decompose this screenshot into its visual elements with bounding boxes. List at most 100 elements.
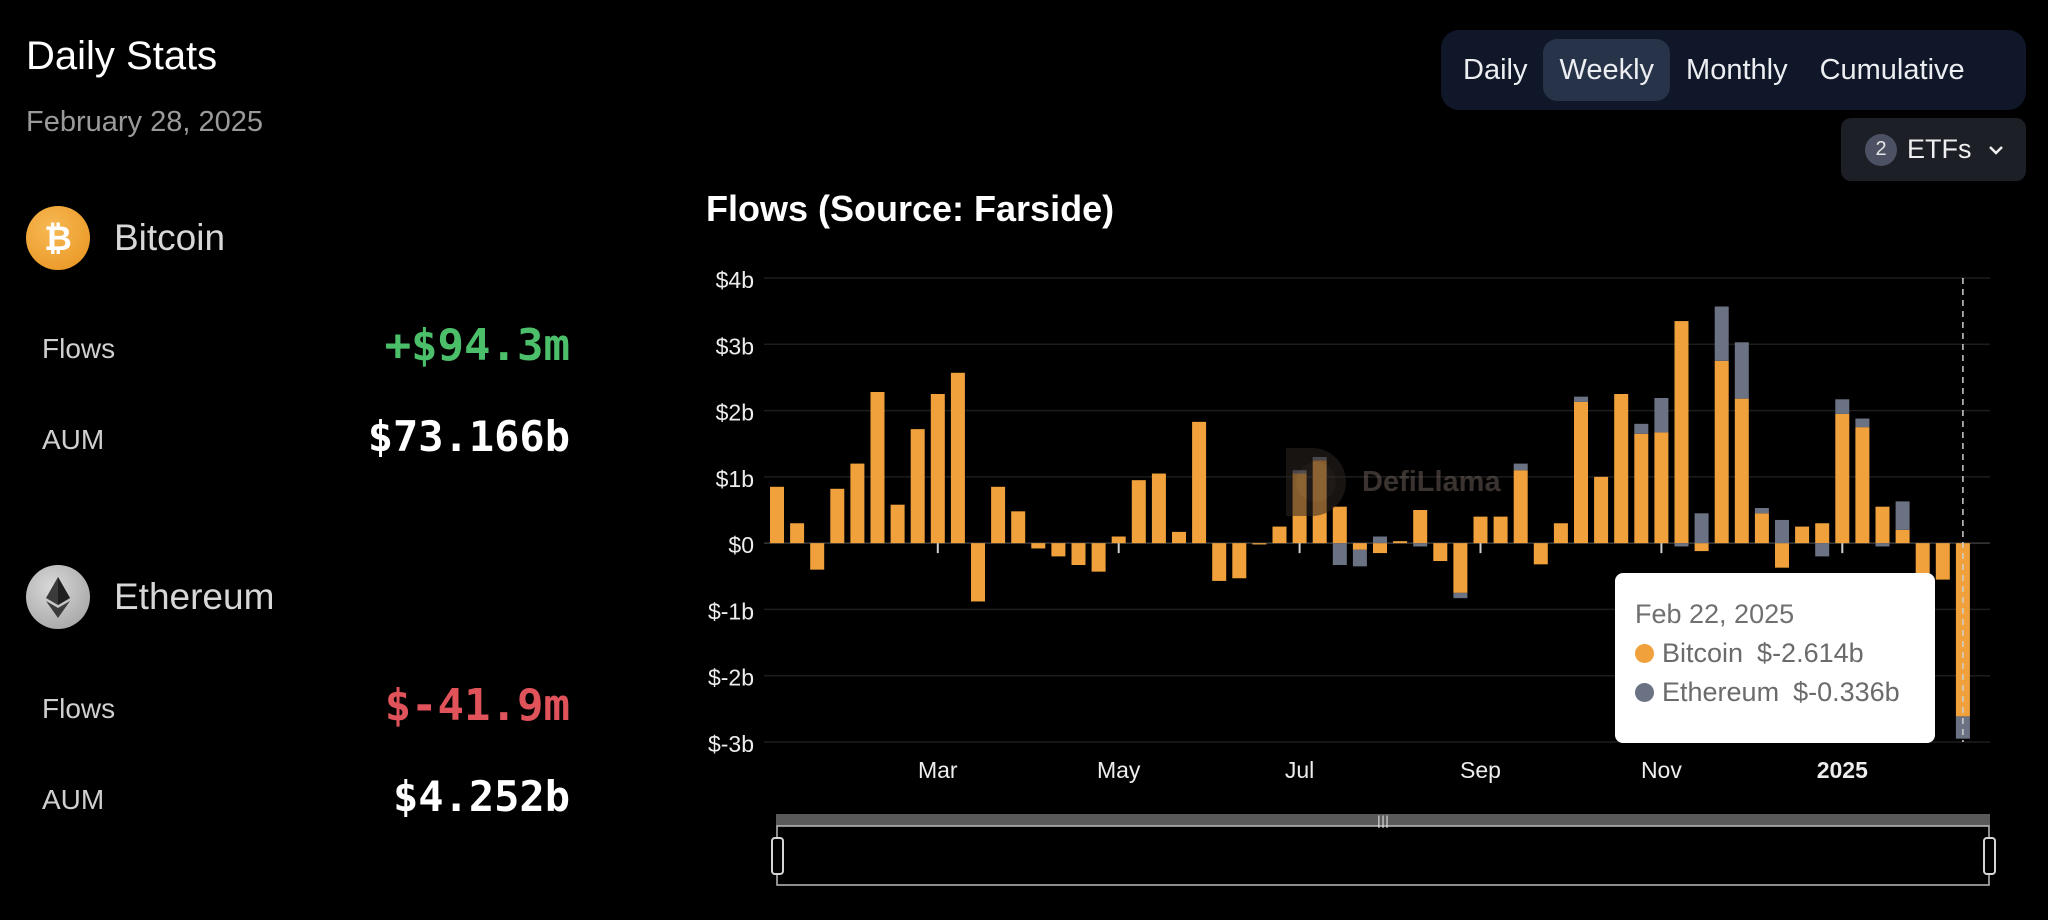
etf-selector-label: ETFs bbox=[1907, 134, 1972, 164]
x-tick-label: Jul bbox=[1285, 757, 1314, 783]
ethereum-bar bbox=[1895, 501, 1910, 530]
y-tick-label: $-1b bbox=[708, 598, 754, 624]
zoom-handle-right[interactable] bbox=[1983, 837, 1996, 875]
bitcoin-bar bbox=[1473, 516, 1488, 544]
bitcoin-bar bbox=[930, 394, 945, 544]
zoom-handle-left[interactable] bbox=[771, 837, 784, 875]
bitcoin-bar bbox=[850, 463, 865, 544]
bitcoin-bar bbox=[1533, 543, 1548, 565]
ethereum-bar bbox=[1855, 418, 1870, 428]
y-tick-label: $-3b bbox=[708, 731, 754, 757]
ethereum-bar bbox=[1775, 519, 1789, 544]
ethereum-header: Ethereum bbox=[26, 565, 274, 629]
bitcoin-bar bbox=[1433, 543, 1448, 562]
chart-title: Flows (Source: Farside) bbox=[706, 188, 1115, 229]
bitcoin-legend-dot bbox=[1635, 644, 1654, 663]
bitcoin-bar bbox=[1031, 543, 1046, 549]
tab-daily[interactable]: Daily bbox=[1463, 53, 1528, 86]
bitcoin-bar bbox=[1252, 543, 1267, 545]
bitcoin-bar bbox=[1915, 543, 1930, 582]
bitcoin-bar bbox=[1232, 543, 1247, 579]
bitcoin-aum-label: AUM bbox=[42, 424, 105, 455]
bitcoin-bar bbox=[810, 543, 825, 570]
bitcoin-bar bbox=[1373, 543, 1387, 554]
y-tick-label: $2b bbox=[716, 400, 754, 426]
tooltip-series-name: Bitcoin bbox=[1662, 638, 1744, 668]
defillama-logo-icon bbox=[1286, 448, 1346, 516]
x-tick-label: Sep bbox=[1460, 757, 1501, 783]
bitcoin-bar bbox=[1272, 526, 1287, 544]
period-tabs: Daily Weekly Monthly Cumulative bbox=[1441, 30, 2026, 110]
x-tick-label: May bbox=[1097, 757, 1141, 783]
ethereum-aum-value: $4.252b bbox=[392, 772, 570, 821]
tab-cumulative[interactable]: Cumulative bbox=[1819, 53, 1965, 86]
ethereum-bar bbox=[1574, 396, 1588, 402]
ethereum-bar bbox=[1674, 543, 1689, 547]
bitcoin-bar bbox=[1091, 543, 1106, 572]
bitcoin-bar bbox=[1413, 510, 1428, 544]
bitcoin-bar bbox=[1795, 526, 1810, 544]
bitcoin-bar bbox=[830, 488, 845, 544]
bitcoin-bar bbox=[1875, 506, 1890, 544]
bitcoin-bar bbox=[1151, 473, 1166, 544]
ethereum-bar bbox=[1634, 423, 1649, 434]
ethereum-bar bbox=[1754, 508, 1769, 514]
bitcoin-bar bbox=[790, 523, 805, 544]
x-tick-label: 2025 bbox=[1817, 757, 1868, 783]
tooltip-row-ethereum: Ethereum $-0.336b bbox=[1635, 677, 1915, 708]
zoom-slider-window[interactable] bbox=[776, 825, 1990, 886]
bitcoin-bar bbox=[870, 392, 885, 544]
bitcoin-bar bbox=[1614, 394, 1629, 544]
ethereum-legend-dot bbox=[1635, 683, 1654, 702]
bitcoin-bar bbox=[1172, 531, 1186, 544]
x-tick-label: Nov bbox=[1641, 757, 1682, 783]
bitcoin-bar bbox=[1594, 476, 1609, 544]
ethereum-icon bbox=[26, 565, 90, 629]
zoom-slider-track[interactable] bbox=[776, 814, 1990, 826]
bitcoin-bar bbox=[1493, 516, 1508, 544]
ethereum-flows-label: Flows bbox=[42, 693, 116, 724]
bitcoin-bar bbox=[950, 372, 965, 544]
bitcoin-bar bbox=[1352, 543, 1367, 550]
svg-text:₿: ₿ bbox=[44, 219, 72, 259]
bitcoin-bar bbox=[890, 504, 905, 544]
ethereum-bar bbox=[1332, 543, 1347, 566]
bitcoin-bar bbox=[1574, 401, 1588, 544]
ethereum-bar bbox=[1955, 716, 1970, 739]
ethereum-bar bbox=[1815, 543, 1830, 557]
bitcoin-bar bbox=[1513, 470, 1528, 544]
ethereum-bar bbox=[1352, 549, 1367, 567]
bitcoin-bar bbox=[1051, 543, 1066, 557]
ethereum-bar bbox=[1835, 399, 1850, 414]
bitcoin-bar bbox=[1212, 543, 1227, 581]
bitcoin-bar bbox=[971, 543, 985, 602]
bitcoin-bar bbox=[1775, 543, 1789, 568]
ethereum-name: Ethereum bbox=[114, 576, 275, 617]
bitcoin-name: Bitcoin bbox=[114, 217, 226, 258]
slider-grip-icon: ||| bbox=[1377, 814, 1389, 828]
ethereum-bar bbox=[1714, 306, 1729, 361]
tooltip-date: Feb 22, 2025 bbox=[1635, 599, 1795, 629]
bitcoin-bar bbox=[991, 486, 1006, 544]
bitcoin-bar bbox=[1453, 543, 1468, 593]
bitcoin-bar bbox=[1815, 523, 1830, 544]
ethereum-flows-value: $-41.9m bbox=[384, 680, 570, 731]
ethereum-bar bbox=[1875, 543, 1890, 547]
x-tick-label: Mar bbox=[918, 757, 958, 783]
bitcoin-bar bbox=[1332, 506, 1347, 544]
etf-selector-button[interactable]: 2 ETFs bbox=[1841, 118, 2026, 181]
bitcoin-bar bbox=[1895, 529, 1910, 544]
bitcoin-bar bbox=[1674, 321, 1689, 544]
tooltip-series-value: $-2.614b bbox=[1757, 638, 1864, 668]
ethereum-bar bbox=[1734, 342, 1749, 399]
ethereum-bar bbox=[1373, 536, 1387, 544]
bitcoin-bar bbox=[1634, 433, 1649, 544]
tab-monthly[interactable]: Monthly bbox=[1686, 53, 1788, 86]
bitcoin-icon: ₿ bbox=[26, 206, 90, 270]
tab-weekly[interactable]: Weekly bbox=[1543, 39, 1671, 101]
bitcoin-bar bbox=[1011, 511, 1026, 544]
bitcoin-bar bbox=[770, 486, 784, 544]
tooltip-series-name: Ethereum bbox=[1662, 677, 1780, 707]
bitcoin-bar bbox=[1071, 543, 1086, 566]
